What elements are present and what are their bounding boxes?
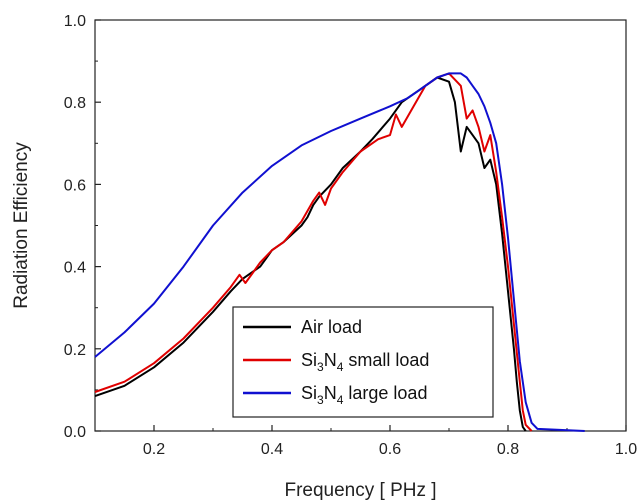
legend-label-part: N [324,350,337,370]
x-tick-label: 0.8 [497,441,519,458]
series-line [94,72,533,432]
legend-label-part: N [324,383,337,403]
legend-label-part: Si [301,350,317,370]
axes: 0.2 0.4 0.6 0.8 1.0 0.0 0.2 0.4 0.6 0.8 1.0 [64,13,637,458]
series-line [94,76,527,432]
y-tick-label: 0.6 [64,177,86,194]
legend-label: Si3N4 small load [301,350,429,374]
legend-label-part: small load [343,350,429,370]
y-tick-label: 0.4 [64,260,86,277]
series-layer [94,72,585,432]
legend-subscript: 3 [317,393,324,407]
legend-subscript: 4 [337,393,344,407]
series-line [94,72,585,432]
x-tick-label: 0.2 [143,441,165,458]
legend-subscript: 4 [337,360,344,374]
legend-box [232,306,494,418]
x-axis-label: Frequency [ PHz ] [284,480,436,501]
legend-label-part: Air load [301,317,362,337]
y-tick-label: 0.0 [64,424,86,441]
y-tick-label: 0.2 [64,342,86,359]
legend-label: Si3N4 large load [301,383,427,407]
x-tick-label: 0.4 [261,441,283,458]
legend-label-part: Si [301,383,317,403]
legend-subscript: 3 [317,360,324,374]
x-tick-label: 1.0 [615,441,637,458]
y-axis-label: Radiation Efficiency [11,142,32,309]
x-tick-label: 0.6 [379,441,401,458]
y-tick-label: 0.8 [64,95,86,112]
legend-label: Air load [301,317,362,337]
y-tick-label: 1.0 [64,13,86,30]
legend-label-part: large load [343,383,427,403]
